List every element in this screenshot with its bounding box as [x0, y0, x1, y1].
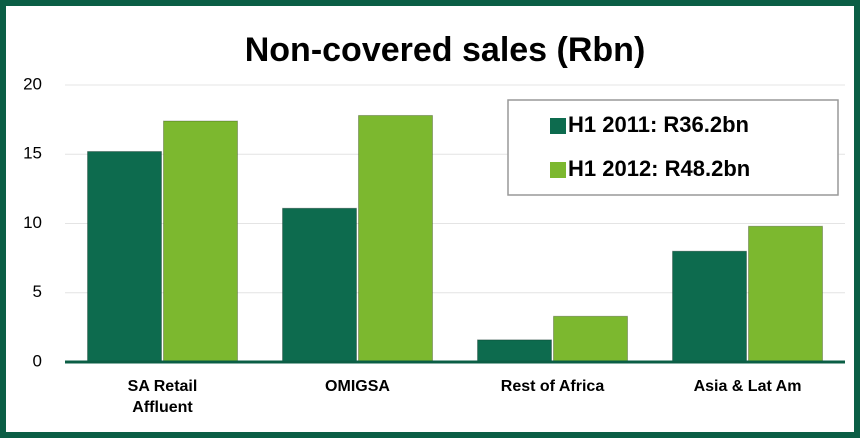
- x-tick-label: SA Retail Affluent: [127, 378, 198, 416]
- y-tick-label: 5: [33, 282, 42, 301]
- bar: [163, 120, 238, 363]
- legend-label: H1 2012: R48.2bn: [568, 156, 750, 181]
- legend-box: [507, 99, 839, 196]
- x-tick-label: Rest of Africa: [500, 378, 605, 395]
- bar: [358, 114, 433, 363]
- legend-swatch: [550, 118, 566, 134]
- legend-swatch: [550, 162, 566, 178]
- bar: [477, 339, 552, 363]
- x-tick-label: OMIGSA: [325, 378, 390, 395]
- bar: [87, 150, 162, 363]
- bar: [672, 250, 747, 363]
- bar: [282, 207, 357, 363]
- bar: [748, 225, 823, 363]
- y-tick-label: 20: [23, 74, 42, 93]
- y-tick-label: 10: [23, 213, 42, 232]
- legend-label: H1 2011: R36.2bn: [568, 112, 749, 137]
- y-tick-label: 15: [23, 144, 42, 163]
- bar: [553, 315, 628, 363]
- y-tick-label: 0: [33, 351, 42, 370]
- chart-title: Non-covered sales (Rbn): [245, 31, 646, 69]
- x-tick-label: Asia & Lat Am: [693, 378, 802, 395]
